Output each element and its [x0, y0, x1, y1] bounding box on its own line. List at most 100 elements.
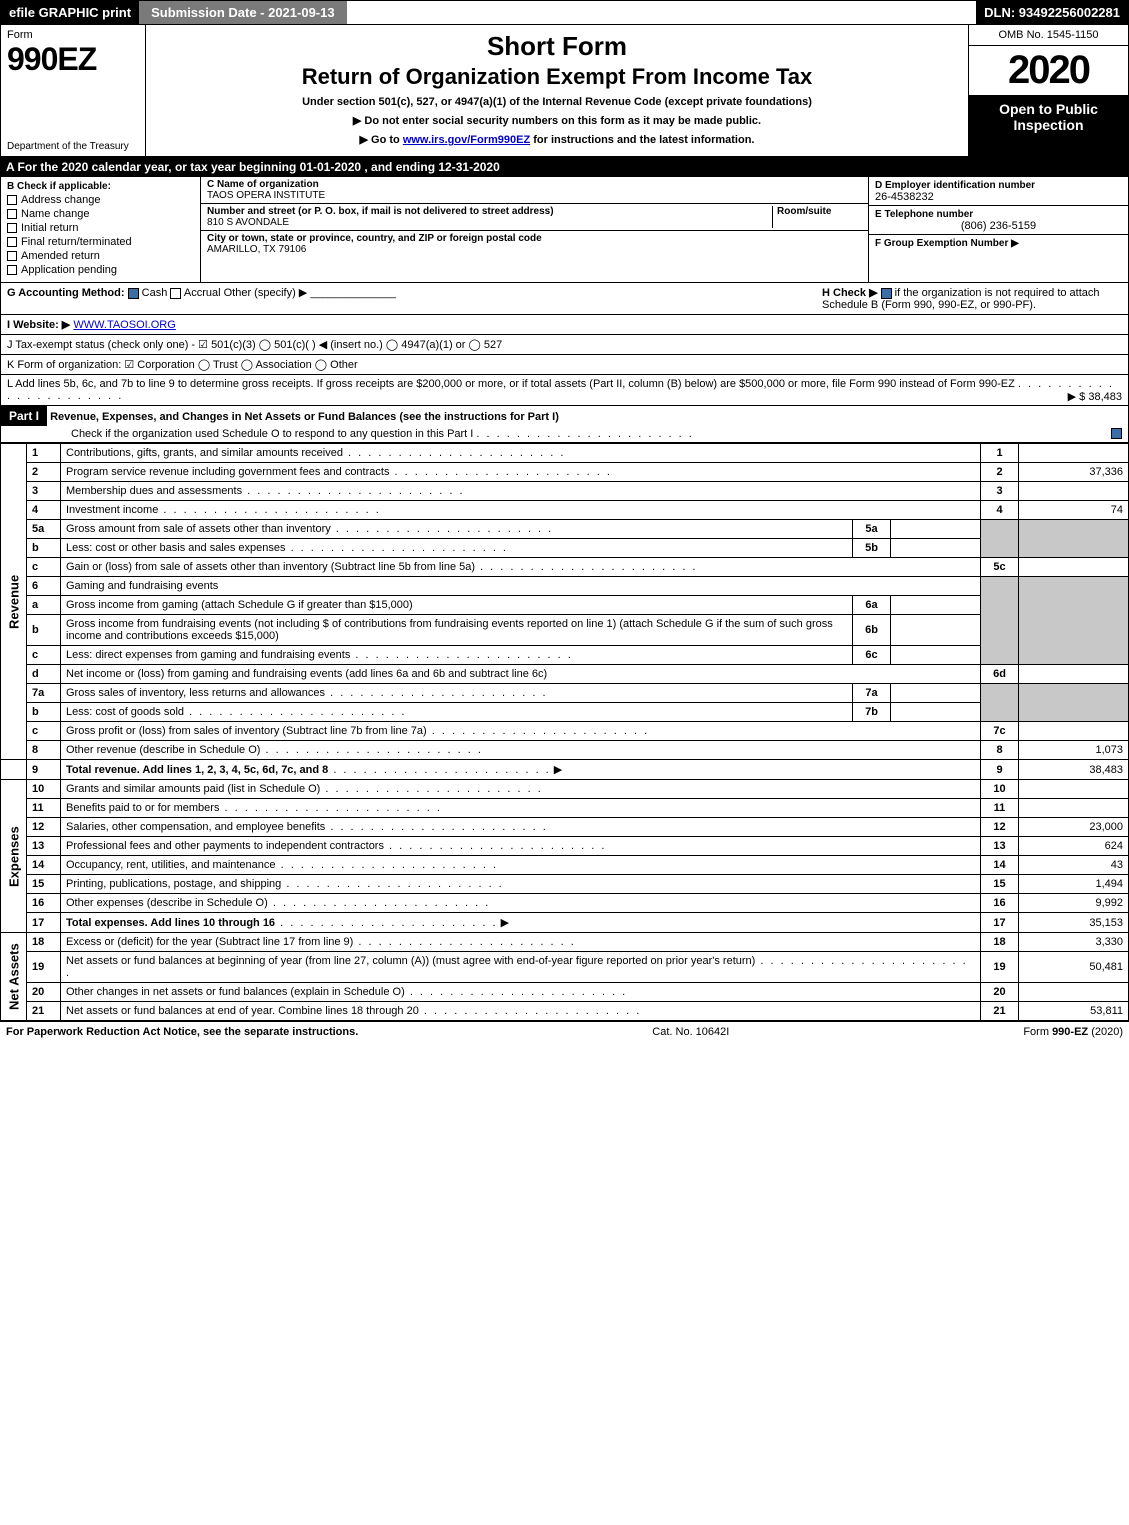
- goto-suffix: for instructions and the latest informat…: [533, 134, 754, 146]
- row6d-num: d: [27, 665, 61, 684]
- omb-number: OMB No. 1545-1150: [969, 25, 1128, 46]
- warning-goto: ▶ Go to www.irs.gov/Form990EZ for instru…: [156, 133, 958, 146]
- row2-val: 37,336: [1019, 463, 1129, 482]
- sidelabel-netassets: Net Assets: [1, 933, 27, 1021]
- row7a-desc: Gross sales of inventory, less returns a…: [61, 684, 853, 703]
- row2-coln: 2: [981, 463, 1019, 482]
- row10-num: 10: [27, 780, 61, 799]
- ein-value: 26-4538232: [875, 191, 934, 203]
- row6b-num: b: [27, 615, 61, 646]
- opt-cash: Cash: [142, 287, 168, 299]
- top-bar: efile GRAPHIC print Submission Date - 20…: [0, 0, 1129, 25]
- chk-accrual-icon[interactable]: [170, 288, 181, 299]
- row14-desc: Occupancy, rent, utilities, and maintena…: [61, 856, 981, 875]
- row7c-desc: Gross profit or (loss) from sales of inv…: [61, 722, 981, 741]
- dln-label: DLN: 93492256002281: [976, 1, 1128, 24]
- lines-table: Revenue 1 Contributions, gifts, grants, …: [0, 443, 1129, 1021]
- row20-desc: Other changes in net assets or fund bala…: [61, 983, 981, 1002]
- row13-val: 624: [1019, 837, 1129, 856]
- row16-desc: Other expenses (describe in Schedule O): [61, 894, 981, 913]
- row17-coln: 17: [981, 913, 1019, 933]
- row6b-desc: Gross income from fundraising events (no…: [61, 615, 853, 646]
- chk-address-change[interactable]: Address change: [7, 194, 194, 206]
- row9-desc: Total revenue. Add lines 1, 2, 3, 4, 5c,…: [61, 760, 981, 780]
- chk-cash-icon[interactable]: [128, 288, 139, 299]
- part1-header: Part I Revenue, Expenses, and Changes in…: [0, 406, 1129, 443]
- chk-final-return[interactable]: Final return/terminated: [7, 236, 194, 248]
- header-mid: Short Form Return of Organization Exempt…: [146, 25, 968, 156]
- row1-val: [1019, 444, 1129, 463]
- row6b-sv: [891, 615, 981, 646]
- row7ab-grey1: [981, 684, 1019, 722]
- row11-val: [1019, 799, 1129, 818]
- row15-desc: Printing, publications, postage, and shi…: [61, 875, 981, 894]
- chk-application-pending[interactable]: Application pending: [7, 264, 194, 276]
- row6-grey2: [1019, 577, 1129, 665]
- part1-title: Revenue, Expenses, and Changes in Net As…: [50, 411, 559, 423]
- line-i: I Website: ▶ WWW.TAOSOI.ORG: [0, 315, 1129, 335]
- label-i: I Website: ▶: [7, 319, 70, 331]
- row12-coln: 12: [981, 818, 1019, 837]
- title-short-form: Short Form: [156, 31, 958, 62]
- title-return: Return of Organization Exempt From Incom…: [156, 64, 958, 90]
- row7a-num: 7a: [27, 684, 61, 703]
- row14-num: 14: [27, 856, 61, 875]
- chk-amended-return[interactable]: Amended return: [7, 250, 194, 262]
- warning-ssn: ▶ Do not enter social security numbers o…: [156, 114, 958, 127]
- org-city-cell: City or town, state or province, country…: [201, 231, 868, 257]
- line-l-text: L Add lines 5b, 6c, and 7b to line 9 to …: [7, 378, 1015, 390]
- goto-prefix: ▶ Go to: [360, 134, 403, 146]
- row5c-val: [1019, 558, 1129, 577]
- row8-coln: 8: [981, 741, 1019, 760]
- row5ab-grey1: [981, 520, 1019, 558]
- row18-num: 18: [27, 933, 61, 952]
- open-public: Open to Public Inspection: [969, 95, 1128, 156]
- irs-link[interactable]: www.irs.gov/Form990EZ: [403, 134, 530, 146]
- label-room: Room/suite: [777, 206, 831, 217]
- row14-val: 43: [1019, 856, 1129, 875]
- part1-band: Part I: [1, 406, 47, 426]
- chk-h-icon[interactable]: [881, 288, 892, 299]
- row3-desc: Membership dues and assessments: [61, 482, 981, 501]
- row18-desc: Excess or (deficit) for the year (Subtra…: [61, 933, 981, 952]
- row6a-sv: [891, 596, 981, 615]
- row17-num: 17: [27, 913, 61, 933]
- row5a-sv: [891, 520, 981, 539]
- part1-check-icon[interactable]: [1111, 428, 1122, 439]
- line-h: H Check ▶ if the organization is not req…: [822, 286, 1122, 311]
- submission-date: Submission Date - 2021-09-13: [139, 1, 347, 24]
- row6d-coln: 6d: [981, 665, 1019, 684]
- website-link[interactable]: WWW.TAOSOI.ORG: [73, 319, 175, 331]
- tax-year: 2020: [969, 46, 1128, 95]
- row7c-val: [1019, 722, 1129, 741]
- row6c-desc: Less: direct expenses from gaming and fu…: [61, 646, 853, 665]
- chk-name-change[interactable]: Name change: [7, 208, 194, 220]
- row12-num: 12: [27, 818, 61, 837]
- row19-desc: Net assets or fund balances at beginning…: [61, 952, 981, 983]
- row5b-desc: Less: cost or other basis and sales expe…: [61, 539, 853, 558]
- row6d-val: [1019, 665, 1129, 684]
- row16-coln: 16: [981, 894, 1019, 913]
- row20-num: 20: [27, 983, 61, 1002]
- row10-val: [1019, 780, 1129, 799]
- efile-label[interactable]: efile GRAPHIC print: [1, 1, 139, 24]
- row7c-coln: 7c: [981, 722, 1019, 741]
- org-city: AMARILLO, TX 79106: [207, 244, 306, 255]
- org-name: TAOS OPERA INSTITUTE: [207, 190, 325, 201]
- part1-check-text: Check if the organization used Schedule …: [71, 428, 473, 440]
- row15-val: 1,494: [1019, 875, 1129, 894]
- row18-coln: 18: [981, 933, 1019, 952]
- row1-desc: Contributions, gifts, grants, and simila…: [61, 444, 981, 463]
- org-addr-cell: Number and street (or P. O. box, if mail…: [201, 204, 868, 231]
- row7b-num: b: [27, 703, 61, 722]
- row4-val: 74: [1019, 501, 1129, 520]
- sidelabel-revenue: Revenue: [1, 444, 27, 760]
- chk-initial-return[interactable]: Initial return: [7, 222, 194, 234]
- row6a-desc: Gross income from gaming (attach Schedul…: [61, 596, 853, 615]
- header-right: OMB No. 1545-1150 2020 Open to Public In…: [968, 25, 1128, 156]
- row21-coln: 21: [981, 1002, 1019, 1021]
- row10-desc: Grants and similar amounts paid (list in…: [61, 780, 981, 799]
- footer-mid: Cat. No. 10642I: [652, 1026, 729, 1038]
- box-e: E Telephone number (806) 236-5159: [869, 206, 1128, 235]
- footer-left: For Paperwork Reduction Act Notice, see …: [6, 1026, 358, 1038]
